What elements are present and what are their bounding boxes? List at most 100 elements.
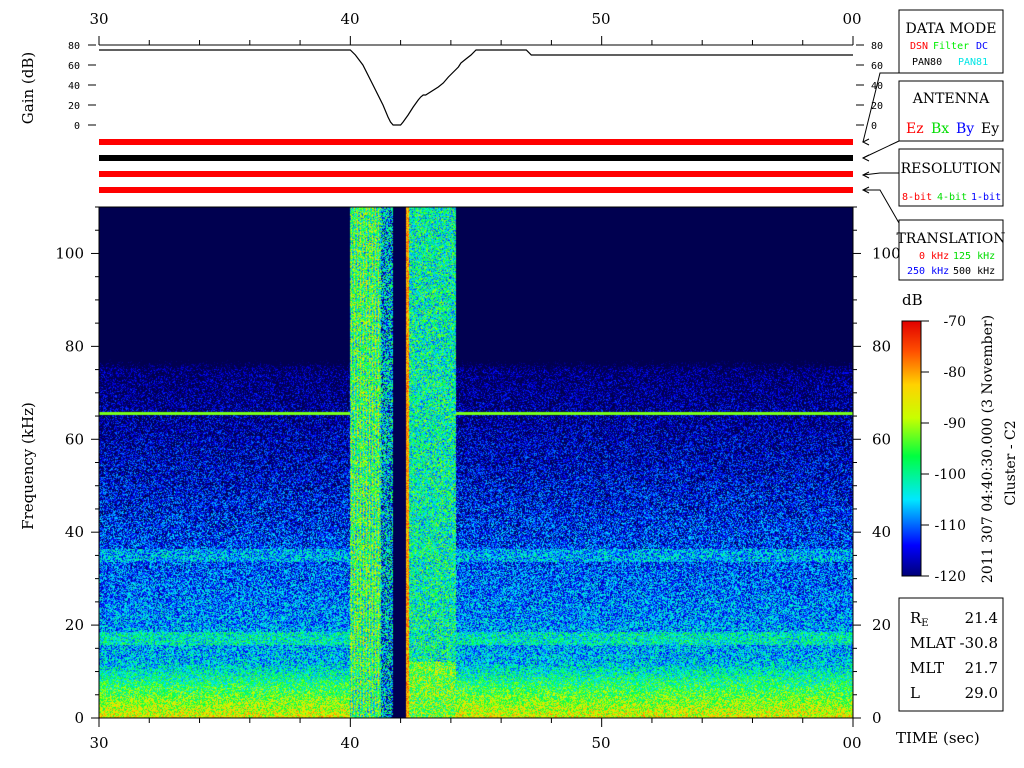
ephemeris-frame <box>898 597 1004 712</box>
legend-antenna-box <box>898 80 1004 142</box>
frequency-left-tick-label: 40 <box>65 523 84 541</box>
bottom-time-tick-00: 00 <box>842 734 861 752</box>
ephemeris-re-value: 21.4 <box>965 609 998 627</box>
legend-translation-box <box>898 219 1004 281</box>
frequency-left-ticks: 100 80 60 40 20 0 <box>55 206 99 727</box>
connector-translation <box>863 189 900 224</box>
connector-resolution-arrow <box>861 171 870 179</box>
legend-pan80: PAN80 <box>912 57 942 68</box>
colorbar-title-line2: Cluster - C2 <box>1003 420 1019 505</box>
gain-right-tick-label: 80 <box>871 41 883 52</box>
legend-0khz: 0 kHz <box>919 251 949 262</box>
top-time-axis: 30 40 50 00 <box>89 10 861 28</box>
ephemeris-re-sub: E <box>921 618 928 629</box>
ephemeris-mlt-value: 21.7 <box>965 659 998 677</box>
connector-antenna-arrow <box>861 154 870 162</box>
colorbar: dB -70 -80 -90 -100 -110 -120 2011 307 04:40:… <box>901 291 1019 585</box>
colorbar-unit: dB <box>902 291 923 309</box>
ephemeris-l-label: L <box>910 684 920 702</box>
legend-ez: Ez <box>906 121 924 137</box>
connector-data-mode-arrow <box>861 138 870 146</box>
legend-data-mode-box <box>898 9 1004 74</box>
bottom-time-tick-40: 40 <box>340 734 359 752</box>
gain-curve-line <box>99 49 853 126</box>
frequency-axis-label: Frequency (kHz) <box>19 402 37 530</box>
legend-resolution: RESOLUTION 8-bit 4-bit 1-bit <box>898 148 1004 207</box>
gain-left-tick-label: 40 <box>68 81 80 92</box>
bottom-time-axis: 30 40 50 00 <box>89 734 861 752</box>
legend-bx: Bx <box>931 121 949 137</box>
gain-right-tick-label: 20 <box>871 101 883 112</box>
legend-antenna: ANTENNA Ez Bx By Ey <box>898 80 1004 142</box>
legend-antenna-title: ANTENNA <box>912 91 990 107</box>
legend-8bit: 8-bit <box>902 192 932 203</box>
legend-filter: Filter <box>933 41 969 52</box>
colorbar-tick-label: -110 <box>935 518 966 534</box>
colorbar-gradient <box>901 320 922 577</box>
mode-stripe-red <box>99 171 853 177</box>
colorbar-tick-label: -70 <box>943 314 966 330</box>
legend-antenna-row: Ez Bx By Ey <box>906 121 999 137</box>
ephemeris-mlat-label: MLAT <box>910 634 955 652</box>
legend-resolution-box <box>898 148 1004 207</box>
ephemeris-l-value: 29.0 <box>965 684 998 702</box>
ephemeris-re-label: RE <box>910 609 929 629</box>
bottom-time-tick-50: 50 <box>591 734 610 752</box>
mode-stripe-red <box>99 187 853 193</box>
frequency-left-tick-label: 100 <box>55 244 84 262</box>
legend-dsn: DSN <box>910 41 928 52</box>
legend-data-mode-row1: DSN Filter DC <box>910 41 988 52</box>
legend-data-mode-row2: PAN80 PAN81 <box>912 57 988 68</box>
bottom-time-ticks <box>98 718 854 727</box>
gain-right-tick-label: 0 <box>871 121 877 132</box>
colorbar-title-line1: 2011 307 04:40:30.000 (3 November) <box>980 315 996 583</box>
frequency-right-tick-label: 60 <box>872 430 891 448</box>
frequency-right-tick-label: 40 <box>872 523 891 541</box>
frequency-left-tick-label: 80 <box>65 337 84 355</box>
colorbar-tick-label: -90 <box>943 416 966 432</box>
legend-pan81: PAN81 <box>958 57 988 68</box>
gain-panel: Gain (dB) 80 60 40 20 0 80 60 40 20 0 <box>19 41 883 132</box>
legend-1bit: 1-bit <box>971 192 1001 203</box>
legend-translation-row2: 250 kHz 500 kHz <box>907 266 995 277</box>
frequency-left-tick-label: 0 <box>74 709 84 727</box>
frequency-right-tick-label: 20 <box>872 616 891 634</box>
frequency-right-ticks: 100 80 60 40 20 0 <box>853 206 901 727</box>
mode-stripe-black <box>99 155 853 161</box>
connector-data-mode <box>862 72 899 143</box>
gain-left-tick-label: 0 <box>74 121 80 132</box>
legend-resolution-row: 8-bit 4-bit 1-bit <box>902 192 1001 203</box>
gain-left-ticks: 80 60 40 20 0 <box>68 41 96 132</box>
legend-data-mode-title: DATA MODE <box>906 21 997 37</box>
frequency-right-tick-label: 80 <box>872 337 891 355</box>
spectrogram-image <box>99 207 853 718</box>
time-axis-label: TIME (sec) <box>896 729 980 747</box>
legend-translation: TRANSLATION 0 kHz 125 kHz 250 kHz 500 kH… <box>896 219 1006 281</box>
legend-250khz: 250 kHz <box>907 266 949 277</box>
top-time-tick-50: 50 <box>591 10 610 28</box>
legend-125khz: 125 kHz <box>953 251 995 262</box>
top-time-ticks <box>98 36 854 45</box>
ephemeris-mlt-label: MLT <box>910 659 944 677</box>
legend-ey: Ey <box>981 121 999 137</box>
gain-right-tick-label: 60 <box>871 61 883 72</box>
legend-500khz: 500 kHz <box>953 266 995 277</box>
mode-stripe-red <box>99 139 853 145</box>
top-time-tick-30: 30 <box>89 10 108 28</box>
legend-by: By <box>956 121 974 137</box>
spectrogram-panel: Frequency (kHz) 100 80 60 40 20 0 100 80 60 40 20… <box>19 206 901 727</box>
legend-translation-row1: 0 kHz 125 kHz <box>919 251 995 262</box>
gain-left-tick-label: 80 <box>68 41 80 52</box>
legend-connectors <box>861 72 900 224</box>
frequency-left-tick-label: 60 <box>65 430 84 448</box>
connector-translation-arrow <box>861 186 870 194</box>
mode-stripes <box>99 139 853 193</box>
colorbar-ticks: -70 -80 -90 -100 -110 -120 <box>921 314 966 585</box>
gain-left-tick-label: 60 <box>68 61 80 72</box>
colorbar-tick-label: -100 <box>935 467 966 483</box>
colorbar-tick-label: -80 <box>943 365 966 381</box>
gain-left-tick-label: 20 <box>68 101 80 112</box>
legend-data-mode: DATA MODE DSN Filter DC PAN80 PAN81 <box>898 9 1004 74</box>
